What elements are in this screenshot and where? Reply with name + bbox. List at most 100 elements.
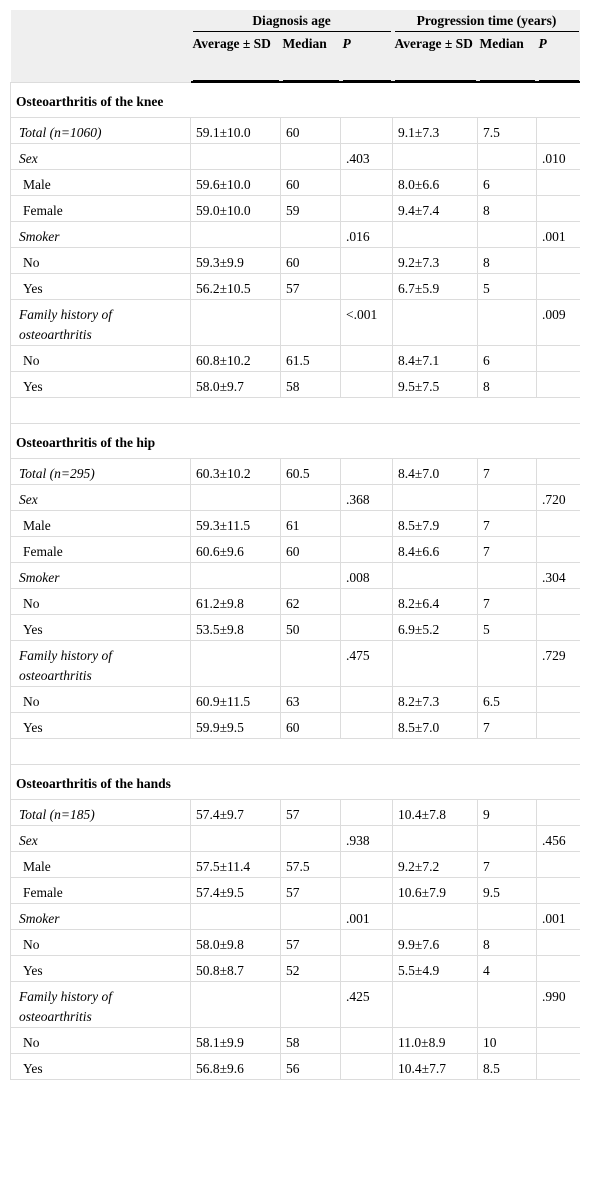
cell xyxy=(339,458,394,485)
cell xyxy=(339,117,394,144)
cell xyxy=(280,299,341,346)
cell xyxy=(392,484,479,511)
cell: 8.4±7.1 xyxy=(392,345,479,372)
cell: .475 xyxy=(339,640,394,687)
section-row: Osteoarthritis of the hip xyxy=(10,423,580,459)
cell xyxy=(477,484,538,511)
table-row: No 58.1±9.9 58 11.0±8.9 10 xyxy=(10,1027,580,1054)
cell: .016 xyxy=(339,221,394,248)
cell xyxy=(339,345,394,372)
table-row: Total (n=185) 57.4±9.7 57 10.4±7.8 9 xyxy=(10,799,580,826)
table-row: Yes 59.9±9.5 60 8.5±7.0 7 xyxy=(10,712,580,739)
row-label: Smoker xyxy=(10,562,191,589)
cell: 7 xyxy=(477,536,538,563)
cell xyxy=(536,799,580,826)
table-container: Diagnosis age Progression time (years) A… xyxy=(10,10,580,1185)
cell xyxy=(392,981,479,1028)
cell xyxy=(339,195,394,222)
cell: 63 xyxy=(280,686,341,713)
cell xyxy=(190,825,281,852)
row-label: No xyxy=(10,686,191,713)
cell xyxy=(392,299,479,346)
group-header: Progression time (years) xyxy=(392,10,580,32)
cell: 59.0±10.0 xyxy=(190,195,281,222)
cell: 8.4±6.6 xyxy=(392,536,479,563)
cell xyxy=(536,536,580,563)
cell: 56.2±10.5 xyxy=(190,273,281,300)
row-label: Yes xyxy=(10,273,191,300)
cell: 61 xyxy=(280,510,341,537)
cell: .010 xyxy=(536,143,580,170)
cell xyxy=(339,371,394,398)
cell: 7.5 xyxy=(477,117,538,144)
group-header: Diagnosis age xyxy=(190,10,393,32)
cell: 58 xyxy=(280,371,341,398)
cell: 10 xyxy=(477,1027,538,1054)
table-row: Smoker .008 .304 xyxy=(10,562,580,589)
cell: 58.0±9.8 xyxy=(190,929,281,956)
cell: 9.1±7.3 xyxy=(392,117,479,144)
table-row: Total (n=1060) 59.1±10.0 60 9.1±7.3 7.5 xyxy=(10,117,580,144)
cell: 8 xyxy=(477,247,538,274)
section-title: Osteoarthritis of the hip xyxy=(10,423,580,459)
cell: 52 xyxy=(280,955,341,982)
cell xyxy=(536,1027,580,1054)
column-label: Median xyxy=(479,34,535,81)
cell: 50 xyxy=(280,614,341,641)
cell xyxy=(392,562,479,589)
row-label: Yes xyxy=(10,1053,191,1080)
cell: 61.5 xyxy=(280,345,341,372)
cell xyxy=(190,299,281,346)
cell xyxy=(339,247,394,274)
cell: 60.9±11.5 xyxy=(190,686,281,713)
cell: 56.8±9.6 xyxy=(190,1053,281,1080)
row-label: Female xyxy=(10,195,191,222)
cell: .001 xyxy=(339,903,394,930)
cell xyxy=(339,712,394,739)
cell xyxy=(536,371,580,398)
cell: .425 xyxy=(339,981,394,1028)
cell: .008 xyxy=(339,562,394,589)
cell: 8 xyxy=(477,929,538,956)
cell xyxy=(280,484,341,511)
cell: 7 xyxy=(477,588,538,615)
cell xyxy=(536,510,580,537)
cell: <.001 xyxy=(339,299,394,346)
row-label: Total (n=1060) xyxy=(10,117,191,144)
cell xyxy=(339,588,394,615)
cell: 60.5 xyxy=(280,458,341,485)
cell: 6.7±5.9 xyxy=(392,273,479,300)
cell xyxy=(477,299,538,346)
cell: 57.4±9.7 xyxy=(190,799,281,826)
cell xyxy=(339,929,394,956)
cell: 53.5±9.8 xyxy=(190,614,281,641)
table-row: Sex .368 .720 xyxy=(10,484,580,511)
row-label: Sex xyxy=(10,825,191,852)
table-row: Yes 56.8±9.6 56 10.4±7.7 8.5 xyxy=(10,1053,580,1080)
cell xyxy=(339,851,394,878)
cell: 9.4±7.4 xyxy=(392,195,479,222)
column-label: Average ± SD xyxy=(394,34,476,81)
cell: 11.0±8.9 xyxy=(392,1027,479,1054)
column-label: P xyxy=(342,34,391,81)
cell xyxy=(392,903,479,930)
table-row: Yes 56.2±10.5 57 6.7±5.9 5 xyxy=(10,273,580,300)
cell xyxy=(536,877,580,904)
cell xyxy=(536,169,580,196)
row-label: Yes xyxy=(10,371,191,398)
cell: 57 xyxy=(280,877,341,904)
cell: 8.5±7.0 xyxy=(392,712,479,739)
cell: 7 xyxy=(477,851,538,878)
cell xyxy=(339,877,394,904)
cell xyxy=(392,143,479,170)
cell xyxy=(190,903,281,930)
cell: 10.4±7.8 xyxy=(392,799,479,826)
row-label: Family history of osteoarthritis xyxy=(10,640,191,687)
section-row: Osteoarthritis of the knee xyxy=(10,81,580,118)
table-row: Female 60.6±9.6 60 8.4±6.6 7 xyxy=(10,536,580,563)
column-header: Median xyxy=(280,32,341,83)
table-row: Total (n=295) 60.3±10.2 60.5 8.4±7.0 7 xyxy=(10,458,580,485)
cell: 62 xyxy=(280,588,341,615)
cell xyxy=(280,221,341,248)
cell: 9.5±7.5 xyxy=(392,371,479,398)
